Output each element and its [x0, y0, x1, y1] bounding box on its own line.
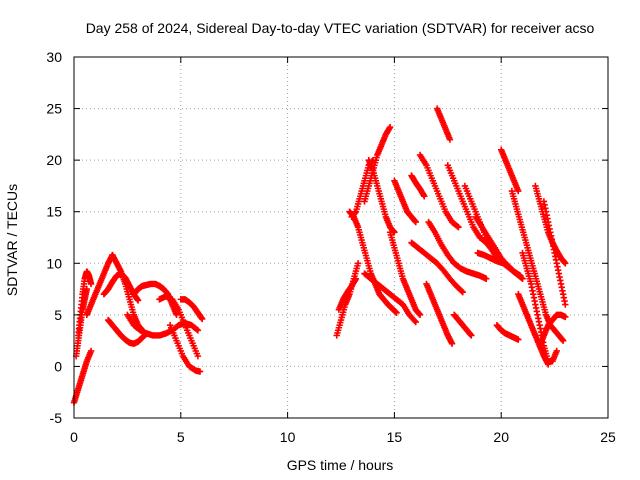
data-point-markers — [408, 172, 428, 200]
data-point-markers — [75, 268, 95, 339]
y-axis-label: SDTVAR / TECUs — [4, 184, 20, 296]
series-arc-35 — [508, 187, 567, 344]
data-point-markers — [100, 270, 142, 304]
y-tick-labels: -5 0 5 10 15 20 25 30 — [46, 49, 62, 426]
x-tick-label: 10 — [280, 429, 296, 445]
data-point-markers — [536, 311, 569, 349]
series-arc-19 — [361, 270, 419, 326]
y-tick-label: 20 — [46, 152, 62, 168]
data-point-markers — [391, 177, 419, 226]
chart-title: Day 258 of 2024, Sidereal Day-to-day VTE… — [86, 20, 595, 36]
data-point-markers — [361, 123, 394, 205]
y-tick-label: 0 — [54, 358, 62, 374]
plot-frame — [73, 56, 609, 419]
data-point-markers — [425, 218, 490, 282]
data-point-markers — [346, 208, 400, 316]
y-tick-label: 15 — [46, 204, 62, 220]
series-arc-40 — [536, 311, 569, 349]
axis-ticks — [73, 56, 609, 419]
series-arc-38 — [532, 182, 569, 267]
data-point-markers — [451, 311, 475, 339]
data-point-markers — [109, 251, 146, 334]
series-arc-34 — [498, 146, 522, 195]
y-tick-label: -5 — [50, 410, 63, 426]
series-arc-23 — [408, 239, 466, 296]
data-point-markers — [532, 182, 569, 267]
data-point-markers — [433, 105, 454, 143]
series-arc-07 — [130, 280, 180, 319]
data-point-markers — [493, 321, 522, 343]
x-tick-label: 25 — [600, 429, 616, 445]
series-arc-26 — [433, 105, 454, 143]
data-point-markers — [508, 187, 567, 344]
x-tick-label: 0 — [70, 429, 78, 445]
series-arc-21 — [391, 177, 419, 226]
series-arc-25 — [416, 151, 462, 231]
series-arc-11 — [166, 321, 204, 375]
data-point-markers — [472, 213, 524, 279]
series-arc-24 — [423, 280, 456, 347]
data-point-markers — [335, 275, 360, 313]
series-arc-39 — [540, 198, 569, 308]
series-arc-28 — [425, 218, 490, 282]
data-point-markers — [386, 229, 424, 319]
x-tick-label: 20 — [493, 429, 509, 445]
series-arc-10 — [156, 293, 202, 360]
series-arc-29 — [451, 311, 475, 339]
data-point-markers — [423, 280, 456, 347]
data-point-markers — [498, 146, 522, 195]
data-point-markers — [416, 151, 462, 231]
series-arc-17 — [365, 156, 398, 236]
data-point-markers — [166, 321, 204, 375]
series-arc-06 — [100, 270, 142, 304]
data-point-markers — [124, 311, 202, 339]
series-arc-13 — [333, 260, 362, 339]
series-arc-22 — [408, 172, 428, 200]
series-arc-08 — [124, 311, 202, 339]
series-arc-12 — [177, 296, 206, 323]
data-point-markers — [130, 280, 180, 319]
series-arc-05 — [109, 251, 146, 334]
series-arc-04 — [83, 251, 116, 319]
x-tick-labels: 0 5 10 15 20 25 — [70, 429, 616, 445]
series-arc-14 — [335, 275, 360, 313]
data-point-markers — [361, 270, 419, 326]
series-arc-31 — [472, 213, 524, 279]
series-arc-03 — [75, 268, 95, 339]
y-tick-label: 25 — [46, 101, 62, 117]
data-point-markers — [333, 260, 362, 339]
series-arc-33 — [493, 321, 522, 343]
x-tick-label: 15 — [387, 429, 403, 445]
data-point-markers — [104, 316, 150, 347]
data-points — [70, 105, 569, 406]
x-tick-label: 5 — [177, 429, 185, 445]
y-tick-label: 30 — [46, 49, 62, 65]
data-point-markers — [540, 198, 569, 308]
data-point-markers — [156, 293, 202, 360]
series-arc-18 — [346, 208, 400, 316]
data-point-markers — [408, 239, 466, 296]
data-point-markers — [83, 251, 116, 319]
series-arc-09 — [104, 316, 150, 347]
x-axis-label: GPS time / hours — [287, 457, 394, 473]
data-point-markers — [365, 156, 398, 236]
data-point-markers — [177, 296, 206, 323]
series-arc-16 — [361, 123, 394, 205]
series-arc-32 — [474, 249, 526, 282]
grid-lines — [74, 57, 608, 418]
data-point-markers — [474, 249, 526, 282]
y-tick-label: 10 — [46, 255, 62, 271]
series-arc-20 — [386, 229, 424, 319]
y-tick-label: 5 — [54, 307, 62, 323]
